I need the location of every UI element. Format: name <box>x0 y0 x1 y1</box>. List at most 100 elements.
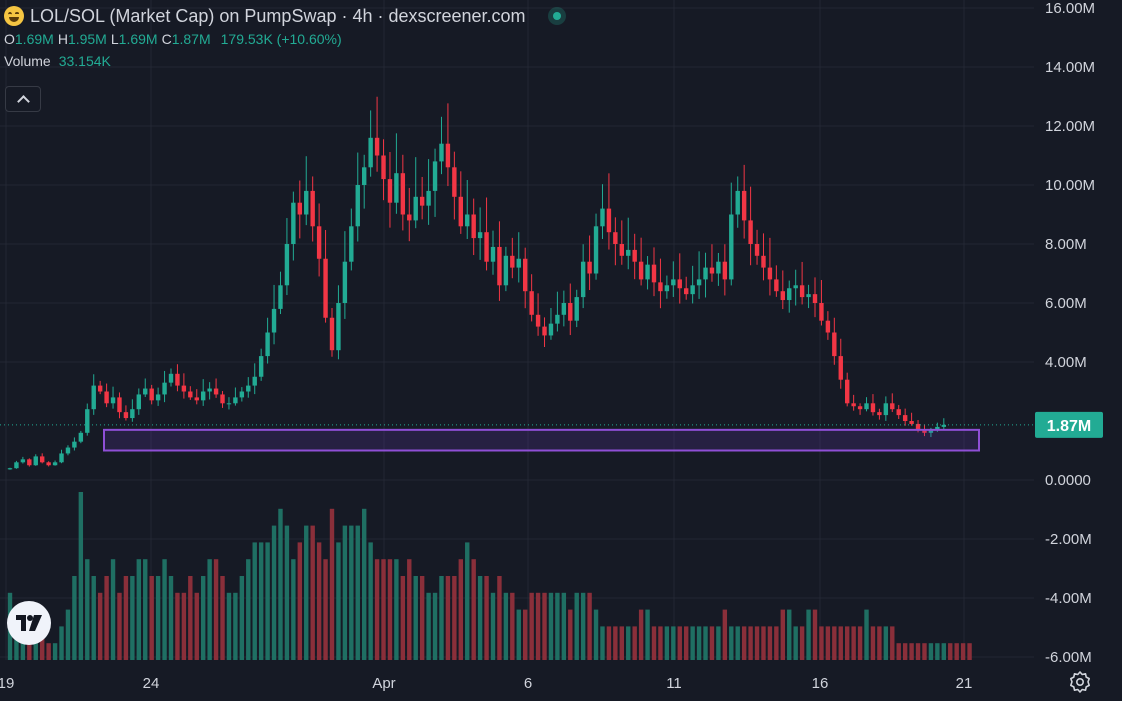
candle <box>439 116 444 175</box>
volume-bar <box>349 525 354 660</box>
volume-bar <box>194 592 199 660</box>
candle <box>619 220 624 265</box>
candle <box>271 284 277 345</box>
candle <box>497 221 502 301</box>
candle <box>110 386 116 409</box>
volume-bar <box>162 559 167 660</box>
volume-bar <box>310 525 315 660</box>
volume-bar <box>278 508 283 660</box>
candle <box>465 179 470 239</box>
volume-bar <box>909 643 914 660</box>
candle <box>857 403 863 415</box>
candle <box>7 467 13 470</box>
volume-bar <box>258 542 264 660</box>
candle <box>155 387 161 406</box>
candle <box>523 247 528 309</box>
volume-bar <box>27 643 32 660</box>
time-axis[interactable]: 19 24 Apr 6 11 16 21 <box>0 675 972 692</box>
volume-bar <box>246 559 251 660</box>
low-key: L <box>110 31 119 47</box>
volume-bar <box>52 643 58 660</box>
candle <box>529 274 534 322</box>
volume-bar <box>471 559 476 660</box>
volume-bar <box>767 626 773 660</box>
candle <box>246 377 251 398</box>
candle <box>104 383 109 408</box>
volume-bar <box>580 592 586 660</box>
volume-bar <box>490 592 496 660</box>
live-status-dot-icon <box>547 7 566 25</box>
volume-bar <box>922 643 927 660</box>
volume-bar <box>626 626 631 660</box>
volume-bar <box>503 592 509 660</box>
low-value: 1.69M <box>118 31 158 47</box>
candle <box>97 380 103 395</box>
volume-bar <box>110 559 116 660</box>
candle <box>52 460 58 466</box>
candle <box>316 203 322 277</box>
x-tick-label: 24 <box>143 675 160 692</box>
volume-bar <box>226 592 232 660</box>
volume-bar <box>548 592 554 660</box>
volume-bar <box>870 626 876 660</box>
volume-bar <box>761 626 766 660</box>
candle <box>413 157 418 229</box>
candle <box>362 154 367 209</box>
y-tick-label: -6.00M <box>1045 649 1092 666</box>
volume-bar <box>619 626 624 660</box>
volume-bar <box>542 592 547 660</box>
volume-bar <box>851 626 856 660</box>
volume-bar <box>168 576 174 660</box>
collapse-legend-button[interactable] <box>5 86 41 112</box>
volume-bar <box>651 626 657 660</box>
candle <box>870 394 876 416</box>
volume-bar <box>188 576 193 660</box>
candle <box>902 408 908 426</box>
volume-bar <box>458 559 463 660</box>
y-tick-label: -2.00M <box>1045 531 1092 548</box>
volume-bar <box>220 576 225 660</box>
volume-bar <box>864 609 869 660</box>
volume-bar <box>857 626 863 660</box>
candle <box>136 388 141 415</box>
volume-bar <box>587 592 592 660</box>
volume-bar <box>529 592 534 660</box>
candle <box>838 338 843 389</box>
candle <box>580 244 586 309</box>
candle <box>851 394 856 411</box>
settings-gear-icon[interactable] <box>1068 670 1092 694</box>
y-tick-label: -4.00M <box>1045 590 1092 607</box>
candle <box>91 374 96 415</box>
volume-bar <box>123 576 129 660</box>
support-zone-box[interactable] <box>103 428 980 452</box>
volume-bar <box>722 609 728 660</box>
price-axis[interactable]: 16.00M 14.00M 12.00M 10.00M 8.00M 6.00M 4.00M 0… <box>1034 0 1122 701</box>
ohlc-values: O 1.69M H 1.95M L 1.69M C 1.87M 179.53K (+10… <box>4 28 566 50</box>
candle <box>304 156 309 226</box>
candle <box>78 430 84 444</box>
candle <box>606 173 612 250</box>
volume-bar <box>445 576 451 660</box>
candle <box>278 271 283 315</box>
volume-bar <box>703 626 708 660</box>
candle <box>239 387 245 402</box>
volume-bar <box>342 525 348 660</box>
volume-bar <box>78 492 84 660</box>
candle <box>188 386 193 400</box>
volume-bar <box>845 626 850 660</box>
candle <box>342 231 348 319</box>
change-value: 179.53K (+10.60%) <box>220 31 342 47</box>
current-price-label: 1.87M <box>1035 411 1103 438</box>
candle <box>593 213 599 280</box>
volume-bar <box>812 609 818 660</box>
candle <box>452 151 457 220</box>
candle <box>426 159 431 225</box>
volume-bar <box>374 559 380 660</box>
candle <box>310 176 315 242</box>
candle <box>445 103 451 187</box>
candle <box>123 405 129 421</box>
candle <box>117 392 122 419</box>
tradingview-logo-icon[interactable] <box>7 601 51 645</box>
candle <box>33 454 38 466</box>
